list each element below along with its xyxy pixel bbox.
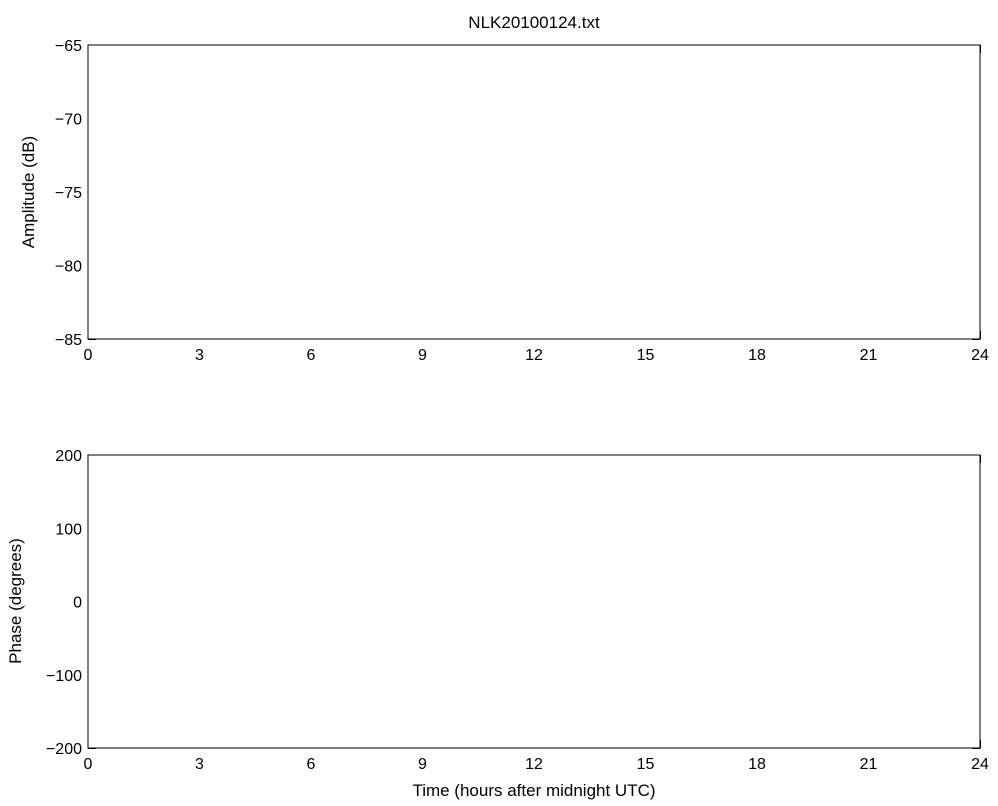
y-tick-label: −70	[55, 112, 82, 129]
phase-y-tick-labels: −200 −100 0 100 200	[46, 448, 82, 758]
phase-frame	[87, 454, 981, 749]
y-tick-label: −200	[46, 741, 82, 758]
amplitude-axes: 0 3 6 9 12 15 18 21 24 −85 −80 −75 −70 −65 NLK201001…	[19, 13, 989, 364]
x-tick-label: 24	[971, 756, 989, 773]
x-tick-label: 15	[637, 347, 655, 364]
phase-y-axis-label: Phase (degrees)	[6, 538, 25, 664]
phase-x-tick-labels: 0 3 6 9 12 15 18 21 24	[84, 756, 989, 773]
x-tick-label: 0	[84, 347, 93, 364]
y-tick-label: −65	[55, 38, 82, 55]
y-tick-label: 200	[55, 448, 82, 465]
y-tick-label: −80	[55, 259, 82, 276]
y-tick-label: −100	[46, 668, 82, 685]
x-tick-label: 6	[307, 347, 316, 364]
y-tick-label: 0	[73, 595, 82, 612]
amplitude-y-tick-labels: −85 −80 −75 −70 −65	[55, 38, 82, 349]
phase-axes: 0 3 6 9 12 15 18 21 24 −200 −100 0 100 200 Time (hou…	[6, 448, 989, 800]
x-tick-label: 0	[84, 756, 93, 773]
amplitude-x-tick-labels: 0 3 6 9 12 15 18 21 24	[84, 347, 989, 364]
x-tick-label: 21	[860, 756, 878, 773]
x-tick-label: 15	[637, 756, 655, 773]
x-tick-label: 9	[418, 756, 427, 773]
x-tick-label: 6	[307, 756, 316, 773]
phase-x-axis-label: Time (hours after midnight UTC)	[412, 781, 655, 800]
amplitude-frame	[87, 44, 981, 340]
y-tick-label: 100	[55, 521, 82, 538]
y-tick-label: −85	[55, 332, 82, 349]
x-tick-label: 18	[748, 347, 766, 364]
amplitude-title: NLK20100124.txt	[468, 13, 600, 32]
x-tick-label: 24	[971, 347, 989, 364]
x-tick-label: 3	[195, 756, 204, 773]
x-tick-label: 21	[860, 347, 878, 364]
x-tick-label: 12	[525, 756, 543, 773]
x-tick-label: 3	[195, 347, 204, 364]
x-tick-label: 9	[418, 347, 427, 364]
amplitude-y-axis-label: Amplitude (dB)	[19, 136, 38, 248]
x-tick-label: 18	[748, 756, 766, 773]
x-tick-label: 12	[525, 347, 543, 364]
y-tick-label: −75	[55, 185, 82, 202]
